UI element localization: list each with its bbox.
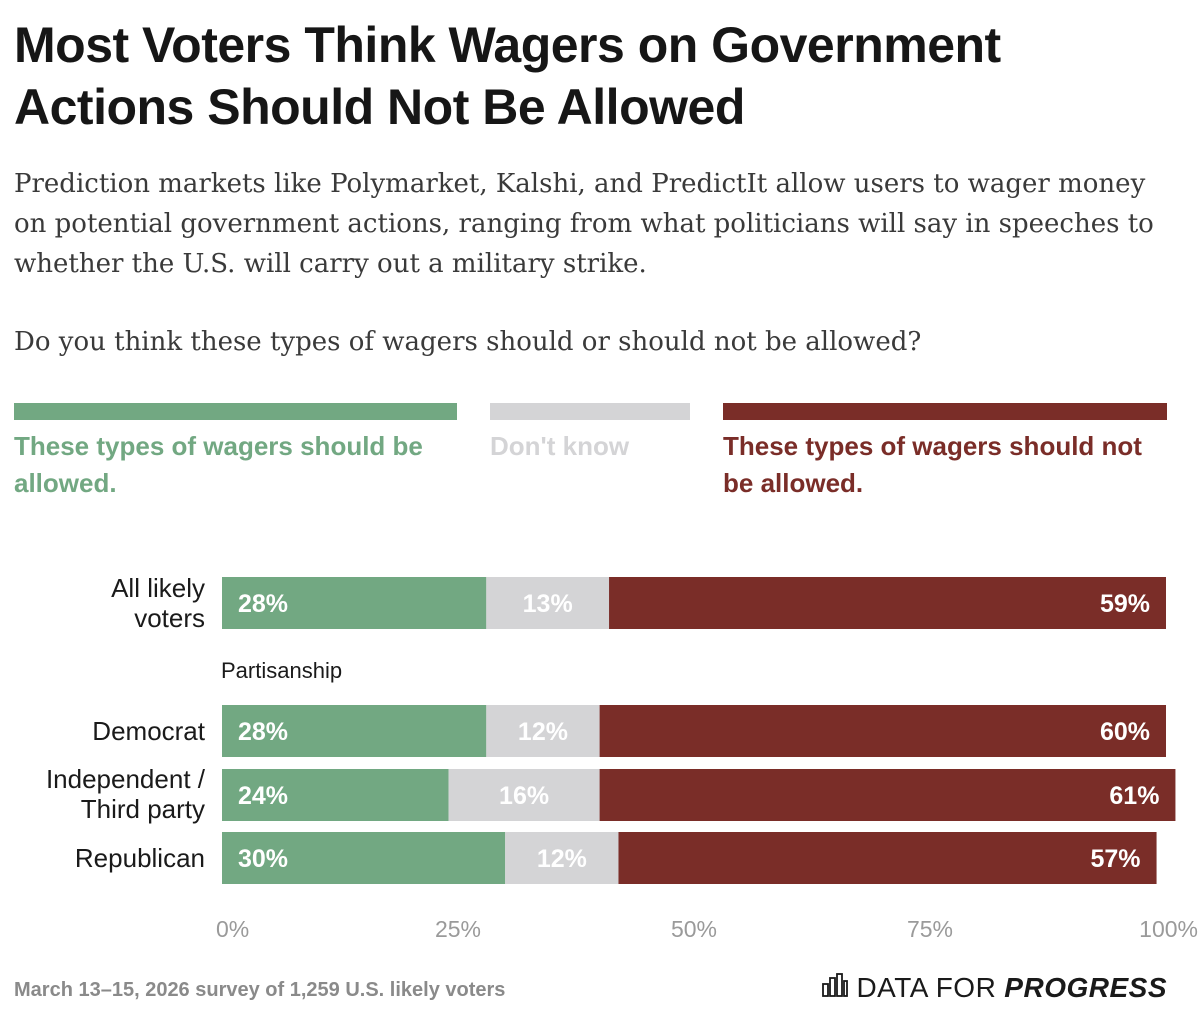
- bar-all-likely-voters-series-1: [486, 577, 610, 629]
- x-tick-label-3: 75%: [907, 916, 953, 942]
- row-label-independent: Independent / Third party: [45, 764, 205, 824]
- bar-chart-logo-icon: [822, 970, 849, 1006]
- x-tick-label-1: 25%: [435, 916, 481, 942]
- data-for-progress-logo: DATA FOR PROGRESS: [822, 970, 1167, 1006]
- bar-democrat-series-2: [599, 705, 1166, 757]
- data-label-republican-series-0: 30%: [238, 845, 288, 873]
- legend-label-dont-know: Don't know: [490, 431, 630, 461]
- bar-all-likely-voters-series-0: [222, 577, 487, 629]
- chart-title: Most Voters Think Wagers on Government A…: [14, 17, 1001, 135]
- data-label-all-likely-voters-series-1: 13%: [523, 590, 573, 618]
- row-label-democrat: Democrat: [92, 716, 205, 746]
- legend-item-dont-know: Don't know: [490, 403, 690, 465]
- data-label-democrat-series-2: 60%: [1100, 718, 1150, 746]
- logo-text-regular: DATA FOR: [856, 972, 997, 1003]
- legend-item-allowed: These types of wagers should be allowed.: [14, 403, 457, 502]
- legend-swatch-allowed: [14, 403, 457, 420]
- data-label-all-likely-voters-series-0: 28%: [238, 590, 288, 618]
- chart-subtitle: Prediction markets like Polymarket, Kals…: [14, 169, 1154, 279]
- data-label-democrat-series-1: 12%: [518, 718, 568, 746]
- legend-swatch-not-allowed: [723, 403, 1167, 420]
- data-label-all-likely-voters-series-2: 59%: [1100, 590, 1150, 618]
- data-label-independent-third-party-series-0: 24%: [238, 782, 288, 810]
- legend-swatch-dont-know: [490, 403, 690, 420]
- bar-independent-third-party-series-2: [599, 769, 1176, 821]
- bar-republican-series-1: [505, 832, 619, 884]
- row-label-all-likely-voters: All likely voters: [111, 573, 205, 633]
- data-label-republican-series-2: 57%: [1091, 845, 1141, 873]
- bar-democrat-series-1: [486, 705, 600, 757]
- survey-question: Do you think these types of wagers shoul…: [14, 327, 922, 357]
- survey-footnote: March 13–15, 2026 survey of 1,259 U.S. l…: [14, 979, 506, 1001]
- legend-label-not-allowed: These types of wagers should not be allo…: [723, 431, 1142, 498]
- data-label-republican-series-1: 12%: [537, 845, 587, 873]
- legend-label-allowed: These types of wagers should be allowed.: [14, 431, 423, 498]
- bar-republican-series-0: [222, 832, 506, 884]
- data-label-democrat-series-0: 28%: [238, 718, 288, 746]
- group-label-partisanship: Partisanship: [221, 658, 343, 683]
- x-tick-label-4: 100%: [1139, 916, 1198, 942]
- x-tick-label-2: 50%: [671, 916, 717, 942]
- legend-item-not-allowed: These types of wagers should not be allo…: [723, 403, 1167, 502]
- bar-independent-third-party-series-1: [448, 769, 600, 821]
- bar-democrat-series-0: [222, 705, 487, 757]
- x-tick-label-0: 0%: [216, 916, 249, 942]
- bar-republican-series-2: [618, 832, 1157, 884]
- logo-text-bold: PROGRESS: [1004, 972, 1167, 1003]
- bar-all-likely-voters-series-2: [609, 577, 1166, 629]
- data-label-independent-third-party-series-1: 16%: [499, 782, 549, 810]
- data-label-independent-third-party-series-2: 61%: [1109, 782, 1159, 810]
- bar-independent-third-party-series-0: [222, 769, 449, 821]
- row-label-republican: Republican: [74, 843, 205, 873]
